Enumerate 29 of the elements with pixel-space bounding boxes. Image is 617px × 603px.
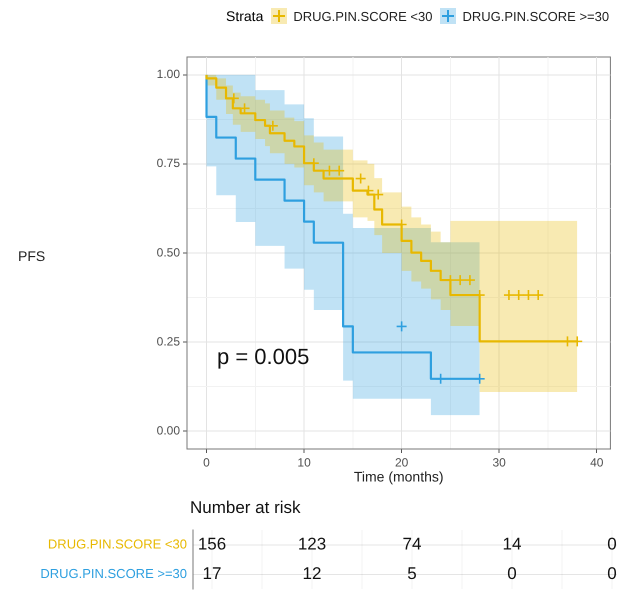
y-tick-label: 0.25 <box>156 334 180 348</box>
x-tick-label: 40 <box>590 456 604 470</box>
x-tick-label: 0 <box>203 456 210 470</box>
text: 123 <box>298 534 326 554</box>
text: DRUG.PIN.SCORE <30 <box>48 536 187 552</box>
y-tick-label: 0.00 <box>156 423 180 438</box>
legend-label: DRUG.PIN.SCORE <30 <box>293 8 432 24</box>
text: 5 <box>407 564 417 584</box>
x-tick-label: 20 <box>394 456 409 470</box>
legend-title: Strata <box>226 8 264 24</box>
annotation: p = 0.005 <box>217 344 310 370</box>
text: 14 <box>502 534 522 554</box>
y-tick-label: 1.00 <box>156 67 180 82</box>
y-tick-label: 0.75 <box>156 156 180 170</box>
text: 0 <box>607 564 617 584</box>
text: 0 <box>607 534 617 554</box>
x-tick-label: 30 <box>492 456 506 470</box>
text: 17 <box>202 564 222 584</box>
text: Number at risk <box>190 498 301 518</box>
y-tick-label: 0.50 <box>156 245 180 260</box>
text: 156 <box>198 534 226 554</box>
x-tick-label: 10 <box>297 456 312 470</box>
legend-label: DRUG.PIN.SCORE >=30 <box>462 8 610 24</box>
x-axis-title: Time (months) <box>354 468 444 484</box>
text: 0 <box>507 564 517 584</box>
text: 74 <box>402 534 422 554</box>
y-axis-title: PFS <box>18 248 46 264</box>
text: 12 <box>302 564 322 584</box>
text: DRUG.PIN.SCORE >=30 <box>40 566 187 581</box>
